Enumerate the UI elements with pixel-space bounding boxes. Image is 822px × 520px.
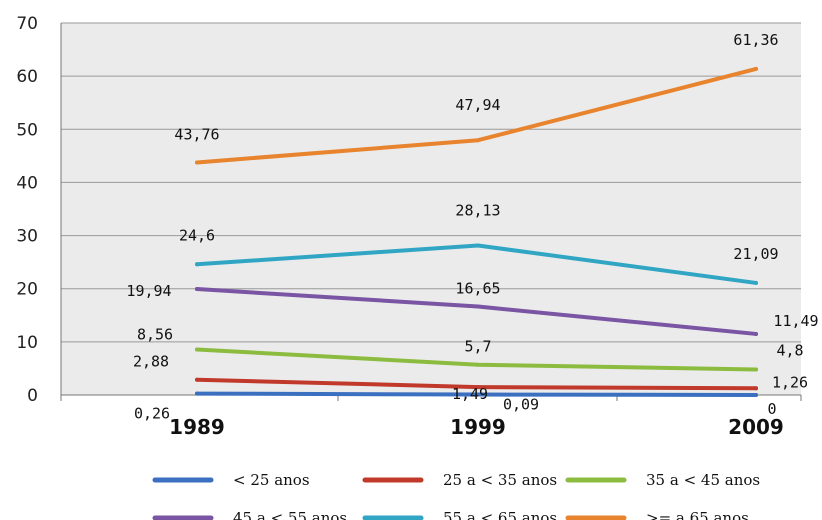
- legend-label: 45 a < 55 anos: [233, 509, 347, 520]
- data-label: 11,49: [773, 312, 818, 330]
- data-point: [195, 160, 199, 165]
- data-label: 43,76: [174, 125, 219, 143]
- data-label: 21,09: [733, 245, 778, 263]
- plot-area: [61, 23, 801, 395]
- data-label: 61,36: [733, 31, 778, 49]
- data-point: [476, 385, 480, 390]
- data-label: 47,94: [455, 96, 500, 114]
- data-label: 2,88: [133, 353, 169, 371]
- data-label: 0,26: [134, 405, 170, 423]
- data-label: 0: [767, 400, 776, 418]
- y-tick-label: 50: [16, 120, 38, 140]
- x-tick-label: 1999: [450, 415, 506, 439]
- data-point: [754, 386, 758, 391]
- data-label: 24,6: [179, 226, 215, 244]
- data-point: [195, 262, 199, 267]
- data-point: [754, 393, 758, 397]
- data-point: [476, 138, 480, 143]
- data-point: [476, 362, 480, 367]
- y-tick-label: 70: [16, 14, 38, 34]
- data-label: 8,56: [137, 326, 173, 344]
- data-label: 0,09: [503, 396, 539, 414]
- data-label: 16,65: [455, 280, 500, 298]
- y-tick-label: 10: [16, 333, 38, 353]
- data-label: 28,13: [455, 202, 500, 220]
- y-tick-label: 0: [27, 386, 38, 406]
- data-label: 4,8: [776, 341, 803, 359]
- y-tick-label: 40: [16, 173, 38, 193]
- data-point: [195, 391, 199, 396]
- legend-label: 55 a < 65 anos: [443, 509, 557, 520]
- x-tick-label: 2009: [728, 415, 784, 439]
- data-label: 1,49: [452, 385, 488, 403]
- y-tick-label: 60: [16, 67, 38, 87]
- data-point: [754, 367, 758, 372]
- y-tick-label: 30: [16, 227, 38, 247]
- legend-label: 35 a < 45 anos: [646, 471, 760, 489]
- data-point: [195, 377, 199, 382]
- data-point: [476, 243, 480, 248]
- legend-label: >= a 65 anos: [646, 509, 749, 520]
- data-point: [476, 304, 480, 309]
- data-label: 1,26: [772, 373, 808, 391]
- y-tick-label: 20: [16, 280, 38, 300]
- data-point: [476, 392, 480, 397]
- data-label: 5,7: [464, 338, 491, 356]
- data-point: [754, 280, 758, 285]
- data-point: [754, 66, 758, 71]
- legend-label: 25 a < 35 anos: [443, 471, 557, 489]
- data-point: [195, 287, 199, 292]
- x-tick-label: 1989: [169, 415, 225, 439]
- data-point: [195, 347, 199, 352]
- legend-label: < 25 anos: [233, 471, 310, 489]
- data-label: 19,94: [126, 282, 171, 300]
- data-point: [754, 331, 758, 336]
